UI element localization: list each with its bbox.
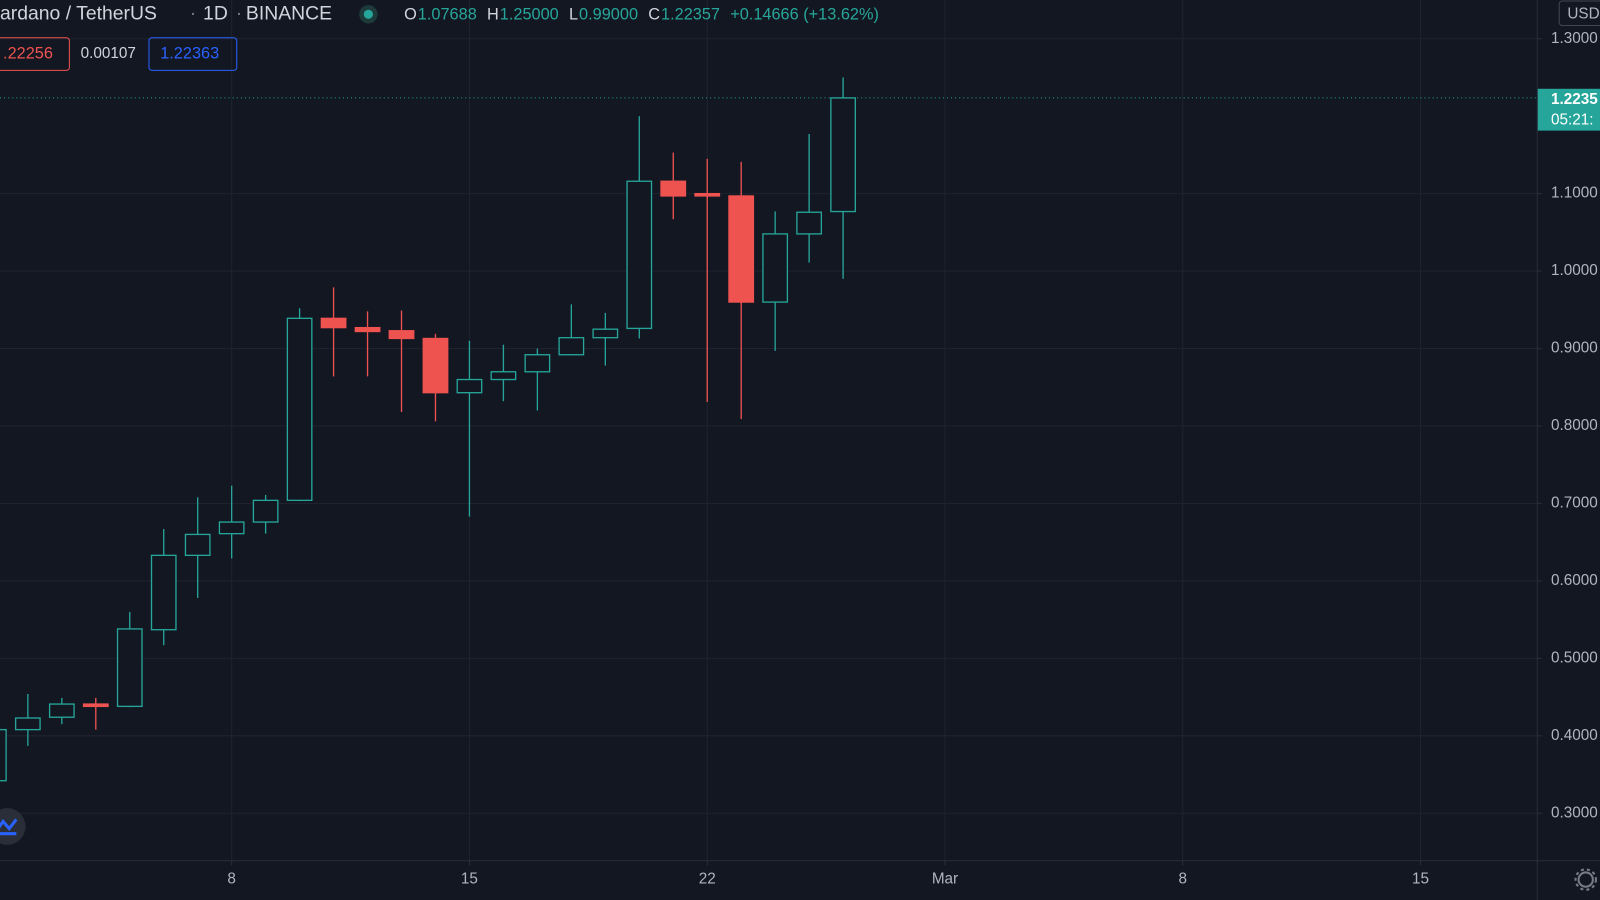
candle-body bbox=[694, 192, 721, 197]
last-price: 1.2235 bbox=[1551, 91, 1598, 108]
candle-body bbox=[558, 337, 585, 356]
candle-body bbox=[286, 317, 313, 502]
axes: 0.3000 0.4000 0.5000 0.6000 0.7000 0.8000 0.90… bbox=[227, 30, 1598, 888]
candle-body bbox=[150, 554, 177, 631]
candle-body bbox=[218, 521, 245, 535]
button-bg[interactable] bbox=[0, 808, 26, 845]
button-icon[interactable] bbox=[0, 818, 18, 836]
candle-body bbox=[252, 499, 279, 523]
currency[interactable]: USD bbox=[1567, 5, 1599, 22]
bid-price: .22256 bbox=[3, 44, 53, 62]
header: ardano / TetherUS · 1D · BINANCE O 1.0768… bbox=[0, 2, 879, 71]
ask-badge bbox=[148, 37, 238, 71]
candle-body bbox=[796, 211, 823, 235]
candle-body bbox=[456, 378, 483, 394]
candle-body bbox=[592, 328, 619, 339]
ohlc-value: 1.07688 bbox=[418, 6, 477, 24]
gear-teeth[interactable] bbox=[1574, 868, 1597, 891]
candle-body bbox=[626, 180, 653, 330]
x-tick-label: 15 bbox=[1412, 871, 1429, 888]
candle-body bbox=[728, 195, 755, 303]
candle-body bbox=[320, 317, 347, 329]
last-price-bg bbox=[1537, 88, 1600, 131]
currency-box[interactable] bbox=[1558, 0, 1600, 27]
ohlc-value: 1.25000 bbox=[500, 6, 559, 24]
x-tick-label: 22 bbox=[699, 871, 716, 888]
ohlc-key: H bbox=[487, 6, 499, 24]
candle-body bbox=[48, 703, 75, 718]
status-dot bbox=[363, 9, 373, 19]
symbol: ardano / TetherUS bbox=[0, 2, 157, 24]
exchange: BINANCE bbox=[246, 2, 332, 24]
x-tick-label: 8 bbox=[227, 871, 236, 888]
go-to-button[interactable] bbox=[0, 808, 26, 845]
y-tick-label: 0.9000 bbox=[1551, 340, 1598, 357]
spread: 0.00107 bbox=[81, 45, 136, 62]
x-tick-label: 8 bbox=[1179, 871, 1188, 888]
y-tick-label: 0.5000 bbox=[1551, 649, 1598, 666]
grid bbox=[0, 0, 1537, 861]
ohlc-change: +0.14666 (+13.62%) bbox=[730, 6, 879, 24]
gear[interactable] bbox=[1577, 871, 1594, 888]
candle-body bbox=[524, 354, 551, 373]
y-tick-label: 0.7000 bbox=[1551, 494, 1598, 511]
interval: 1D bbox=[203, 2, 228, 24]
candle-body bbox=[14, 717, 41, 731]
ohlc-key: L bbox=[569, 6, 578, 24]
bid-badge bbox=[0, 37, 70, 71]
candle-body bbox=[0, 728, 7, 782]
candle-body bbox=[184, 533, 211, 557]
y-tick-label: 0.3000 bbox=[1551, 804, 1598, 821]
settings[interactable] bbox=[1574, 868, 1597, 891]
candle-body bbox=[82, 703, 109, 708]
countdown: 05:21: bbox=[1551, 111, 1594, 128]
candle-body bbox=[388, 330, 415, 340]
last-price-tag: 1.2235 05:21: bbox=[1537, 88, 1600, 131]
ohlc-value: 1.22357 bbox=[661, 6, 720, 24]
separator: · bbox=[190, 2, 196, 24]
y-tick-label: 0.4000 bbox=[1551, 727, 1598, 744]
y-tick-label: 0.8000 bbox=[1551, 417, 1598, 434]
x-tick-label: 15 bbox=[461, 871, 478, 888]
x-tick-label: Mar bbox=[932, 871, 958, 888]
separator: · bbox=[236, 2, 242, 24]
ohlc-key: C bbox=[648, 6, 660, 24]
y-tick-label: 0.6000 bbox=[1551, 572, 1598, 589]
y-tick-label: 1.3000 bbox=[1551, 30, 1598, 47]
candles bbox=[0, 77, 1537, 782]
ohlc-value: 0.99000 bbox=[579, 6, 638, 24]
y-tick-label: 1.0000 bbox=[1551, 262, 1598, 279]
candle-body bbox=[762, 233, 789, 303]
candle-body bbox=[116, 628, 143, 708]
candle-body bbox=[830, 97, 856, 213]
ohlc-key: O bbox=[404, 6, 417, 24]
candle-body bbox=[422, 337, 449, 394]
ask-price: 1.22363 bbox=[160, 44, 219, 62]
candle-body bbox=[660, 180, 687, 197]
y-tick-label: 1.1000 bbox=[1551, 185, 1598, 202]
candle-body bbox=[354, 326, 381, 333]
candle-body bbox=[490, 371, 517, 381]
ohlc-legend: O 1.07688 H 1.25000 L 0.99000 C 1.22357 +0.14666… bbox=[404, 6, 879, 24]
